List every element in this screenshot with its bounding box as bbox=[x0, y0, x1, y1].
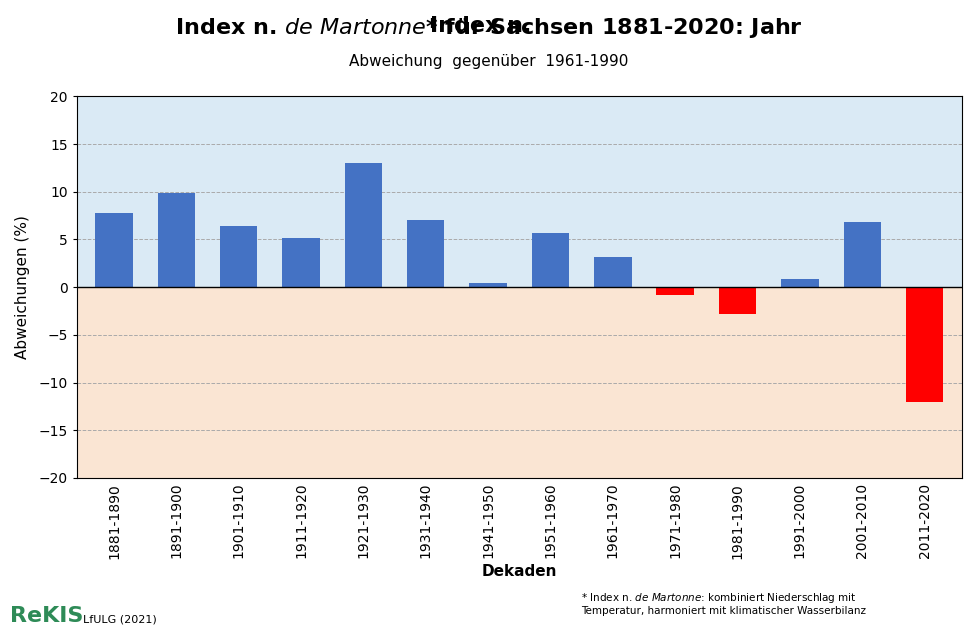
Bar bbox=[843, 222, 881, 287]
Bar bbox=[719, 287, 756, 314]
Bar bbox=[220, 226, 257, 287]
Bar bbox=[469, 283, 507, 287]
Bar bbox=[407, 221, 445, 287]
Text: LfULG (2021): LfULG (2021) bbox=[83, 614, 156, 624]
Bar bbox=[76, 287, 962, 478]
Text: * Index n. $\it{de\ Martonne}$: kombiniert Niederschlag mit
Temperatur, harmonie: * Index n. $\it{de\ Martonne}$: kombinie… bbox=[581, 590, 867, 616]
Bar bbox=[531, 233, 570, 287]
Bar bbox=[76, 96, 962, 287]
Bar bbox=[157, 193, 195, 287]
Bar bbox=[594, 257, 631, 287]
Bar bbox=[345, 163, 382, 287]
Text: ReKIS: ReKIS bbox=[10, 605, 83, 626]
Bar bbox=[657, 287, 694, 295]
Bar bbox=[282, 238, 319, 287]
Bar bbox=[782, 279, 819, 287]
X-axis label: Dekaden: Dekaden bbox=[482, 564, 557, 579]
Text: Index n.: Index n. bbox=[430, 16, 547, 36]
Text: Abweichung  gegenüber  1961-1990: Abweichung gegenüber 1961-1990 bbox=[349, 54, 628, 69]
Bar bbox=[96, 213, 133, 287]
Bar bbox=[906, 287, 944, 401]
Text: Index n. $\it{de\ Martonne}$* für Sachsen 1881-2020: Jahr: Index n. $\it{de\ Martonne}$* für Sachse… bbox=[175, 16, 802, 40]
Y-axis label: Abweichungen (%): Abweichungen (%) bbox=[15, 215, 30, 359]
